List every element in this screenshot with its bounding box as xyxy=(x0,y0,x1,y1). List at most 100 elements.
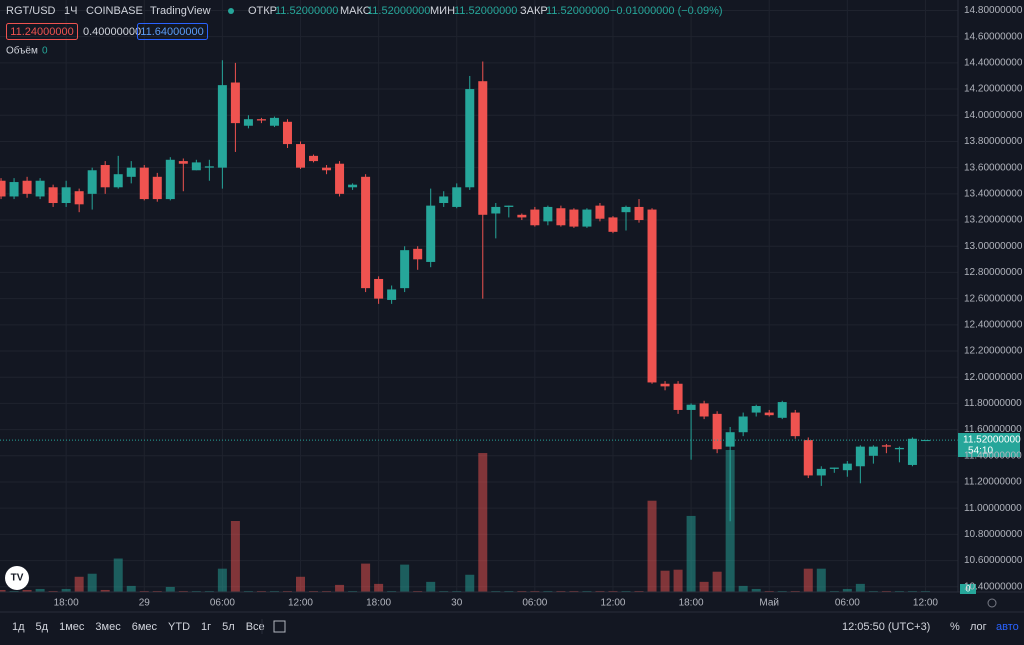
candle-body xyxy=(178,161,188,164)
y-tick-label: 11.40000000 xyxy=(964,450,1022,461)
volume-bar xyxy=(530,590,540,592)
interval[interactable]: 1Ч xyxy=(64,5,77,17)
candle-body xyxy=(504,205,514,207)
y-tick-label: 11.80000000 xyxy=(964,398,1022,409)
range-button[interactable]: 5л xyxy=(222,621,235,633)
candle-body xyxy=(217,85,227,168)
percent[interactable]: % xyxy=(950,621,960,633)
candle-body xyxy=(387,289,397,300)
candle-body xyxy=(920,440,930,442)
candle-body xyxy=(855,446,865,467)
volume-bar xyxy=(920,590,930,592)
candle-body xyxy=(738,416,748,433)
volume-bar xyxy=(113,558,123,592)
volume-bar xyxy=(282,590,292,592)
range-button[interactable]: 5д xyxy=(36,621,49,633)
volume-label: Объём xyxy=(6,45,38,57)
bid-box[interactable] xyxy=(6,23,78,40)
candle-body xyxy=(9,182,19,197)
auto[interactable]: авто xyxy=(996,621,1019,633)
ask-box[interactable] xyxy=(137,23,208,40)
y-tick-label: 12.20000000 xyxy=(964,346,1023,357)
range-button[interactable]: Все xyxy=(246,621,265,633)
logo[interactable]: TV xyxy=(5,566,29,590)
clock[interactable]: 12:05:50 (UTC+3) xyxy=(842,621,930,633)
volume-bar xyxy=(204,590,214,592)
y-tick-label: 14.80000000 xyxy=(964,5,1023,16)
volume-bar xyxy=(74,576,84,592)
x-tick-label: Май xyxy=(759,598,779,609)
log[interactable]: лог xyxy=(970,621,987,633)
candle-body xyxy=(608,217,618,232)
volume-bar xyxy=(829,590,839,592)
x-tick-label: 30 xyxy=(451,598,463,609)
volume-bar xyxy=(126,585,136,592)
y-tick-label: 10.60000000 xyxy=(964,555,1023,566)
close-label: ЗАКР xyxy=(520,5,548,17)
volume-bar xyxy=(751,588,761,592)
volume-bar xyxy=(465,574,475,592)
range-button[interactable]: 1мес xyxy=(59,621,85,633)
candle-body xyxy=(204,166,214,168)
volume-bar xyxy=(309,590,319,592)
close-value: 11.52000000 xyxy=(546,5,609,17)
volume-bar xyxy=(634,590,644,592)
range-button[interactable]: 3мес xyxy=(95,621,121,633)
volume-bar xyxy=(712,571,722,592)
candle-body xyxy=(74,191,84,205)
range-button[interactable]: 1г xyxy=(201,621,211,633)
candle-body xyxy=(530,209,540,226)
volume-bar xyxy=(881,590,891,592)
last-price: 11.52000000 xyxy=(963,435,1021,446)
plot xyxy=(0,0,958,592)
candle-body xyxy=(256,119,266,121)
spread: 0.40000000 xyxy=(83,26,141,38)
volume-bar xyxy=(361,563,371,592)
candle-body xyxy=(621,206,631,213)
x-tick-label: 18:00 xyxy=(366,598,391,609)
exchange: COINBASE xyxy=(86,5,143,17)
volume-bar xyxy=(855,583,865,592)
volume-bar xyxy=(777,590,787,592)
date-range-icon[interactable] xyxy=(273,620,286,633)
volume-bar xyxy=(504,590,514,592)
range-button[interactable]: 1д xyxy=(12,621,25,633)
candle-body xyxy=(361,176,371,289)
candle-body xyxy=(348,184,358,188)
range-button[interactable]: YTD xyxy=(168,621,190,633)
candle-body xyxy=(829,467,839,469)
volume-bar xyxy=(165,586,175,592)
volume-bar xyxy=(595,590,605,592)
candle-body xyxy=(230,82,240,124)
candle-body xyxy=(894,447,904,450)
volume-bar xyxy=(673,569,683,592)
candle-body xyxy=(673,383,683,410)
range-button[interactable]: 6мес xyxy=(132,621,158,633)
candle-body xyxy=(191,162,201,171)
volume-bar xyxy=(191,590,201,592)
volume-bar xyxy=(803,568,813,592)
volume-bar xyxy=(243,590,253,592)
symbol[interactable]: RGT/USD xyxy=(6,5,56,17)
volume-bar xyxy=(139,590,149,592)
volume-bar xyxy=(439,590,449,592)
y-tick-label: 10.80000000 xyxy=(964,529,1023,540)
last-price-box xyxy=(958,433,1020,457)
x-tick-label: 06:00 xyxy=(835,598,860,609)
volume-bar xyxy=(894,590,904,592)
settings[interactable] xyxy=(987,598,997,608)
volume-bar xyxy=(764,590,774,592)
y-tick-label: 14.40000000 xyxy=(964,58,1023,69)
x-tick-label: 06:00 xyxy=(210,598,235,609)
volume-bar xyxy=(400,564,410,592)
candle-body xyxy=(686,404,696,410)
candle-body xyxy=(452,187,462,207)
y-tick-label: 12.40000000 xyxy=(964,319,1023,330)
x-tick-label: 12:00 xyxy=(913,598,938,609)
candle-body xyxy=(582,209,592,227)
volume-bar xyxy=(230,521,240,592)
status-dot xyxy=(228,8,234,14)
candle-body xyxy=(126,167,136,177)
